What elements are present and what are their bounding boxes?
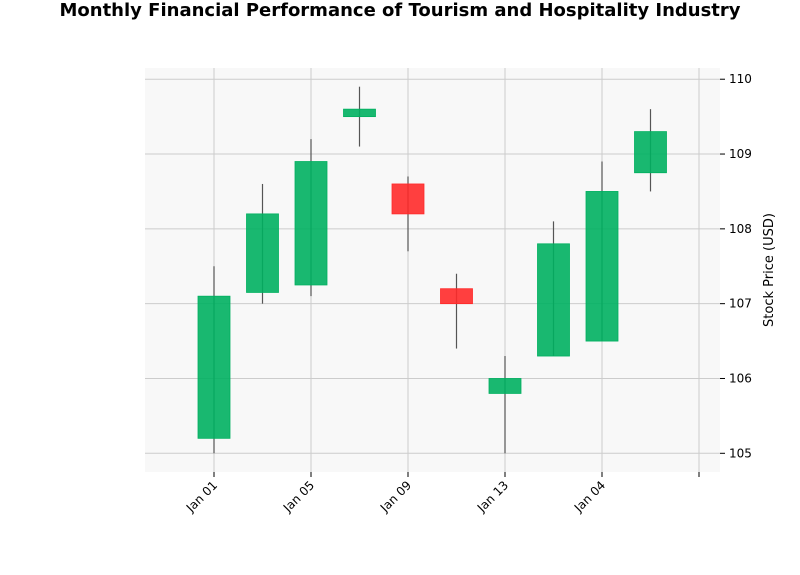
candle <box>391 176 425 252</box>
y-axis: 105 106 107 108 109 110 <box>720 72 752 460</box>
x-tick-label: Jan 01 <box>183 478 220 515</box>
y-tick-label: 110 <box>729 72 752 86</box>
candle-body <box>634 131 667 174</box>
x-tick-label: Jan 09 <box>377 478 414 515</box>
candle-body <box>391 183 425 215</box>
y-tick-label: 106 <box>729 371 752 385</box>
candle <box>294 139 328 297</box>
candle-body <box>343 108 376 118</box>
y-tick-label: 108 <box>729 222 752 236</box>
candles <box>197 86 667 454</box>
candle-body <box>197 295 231 439</box>
candle <box>246 183 279 304</box>
plot-area <box>145 68 720 472</box>
candle-body <box>246 213 279 293</box>
candle <box>440 273 473 349</box>
candle <box>537 221 570 357</box>
candle-body <box>585 191 619 342</box>
candle <box>585 161 619 342</box>
chart-title: Monthly Financial Performance of Tourism… <box>59 0 741 21</box>
x-tick-label: Jan 04 <box>571 478 608 515</box>
candle <box>634 109 667 192</box>
grid <box>145 68 720 472</box>
x-tick-label: Jan 05 <box>280 478 317 515</box>
x-axis: Jan 01 Jan 05 Jan 09 Jan 13 Jan 04 <box>183 472 700 515</box>
candle-body <box>440 288 473 305</box>
candle-body <box>294 161 328 286</box>
candle-body <box>488 378 522 394</box>
candle-body <box>537 243 570 357</box>
y-tick-label: 109 <box>729 147 752 161</box>
candle <box>488 356 522 454</box>
y-tick-label: 105 <box>729 446 752 460</box>
y-axis-label: Stock Price (USD) <box>762 213 777 327</box>
candle <box>197 266 231 454</box>
candle <box>343 86 376 147</box>
x-tick-label: Jan 13 <box>474 478 511 515</box>
y-tick-label: 107 <box>729 297 752 311</box>
